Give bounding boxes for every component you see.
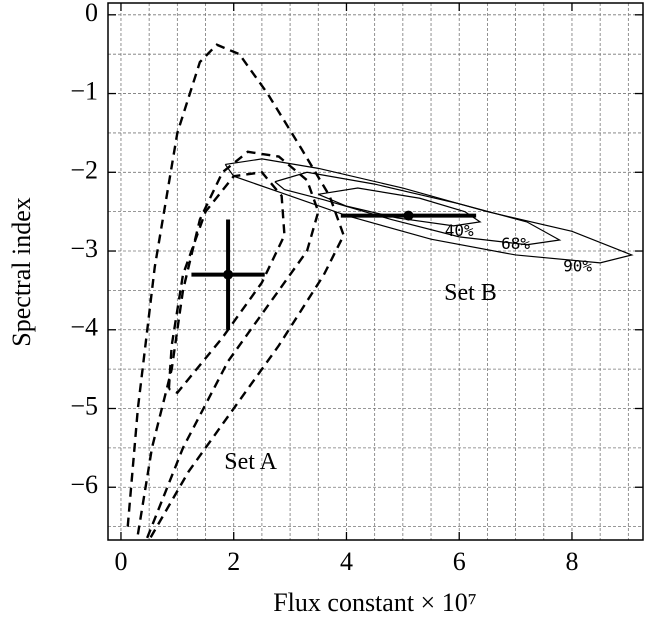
- contour-line: [274, 171, 562, 246]
- best-fit-point: [403, 210, 414, 221]
- contour-line: [318, 187, 482, 227]
- annotation: Set B: [444, 280, 497, 306]
- y-tick-label: −4: [70, 313, 98, 342]
- annotation: Set A: [224, 449, 277, 475]
- plot-frame: [107, 2, 644, 541]
- x-axis-label: Flux constant × 10⁷: [273, 588, 477, 617]
- contour-label: 68%: [501, 234, 530, 253]
- x-tick-label: 6: [453, 547, 466, 576]
- contour-label: 90%: [563, 256, 592, 275]
- best-fit-point: [223, 269, 234, 280]
- contour-label: 40%: [445, 221, 474, 240]
- y-tick-label: −5: [70, 391, 98, 420]
- contour-line: [126, 43, 345, 541]
- y-tick-label: −2: [70, 155, 98, 184]
- x-tick-label: 0: [114, 547, 127, 576]
- x-tick-label: 2: [227, 547, 240, 576]
- x-tick-label: 8: [565, 547, 578, 576]
- x-tick-label: 4: [340, 547, 353, 576]
- y-axis-label: Spectral index: [7, 197, 36, 346]
- y-tick-label: −6: [70, 470, 98, 499]
- y-tick-label: 0: [85, 0, 98, 27]
- y-tick-label: −1: [70, 77, 98, 106]
- y-tick-label: −3: [70, 234, 98, 263]
- contour-line: [167, 171, 286, 395]
- contour-line: [224, 158, 634, 264]
- contour-line: [136, 150, 320, 541]
